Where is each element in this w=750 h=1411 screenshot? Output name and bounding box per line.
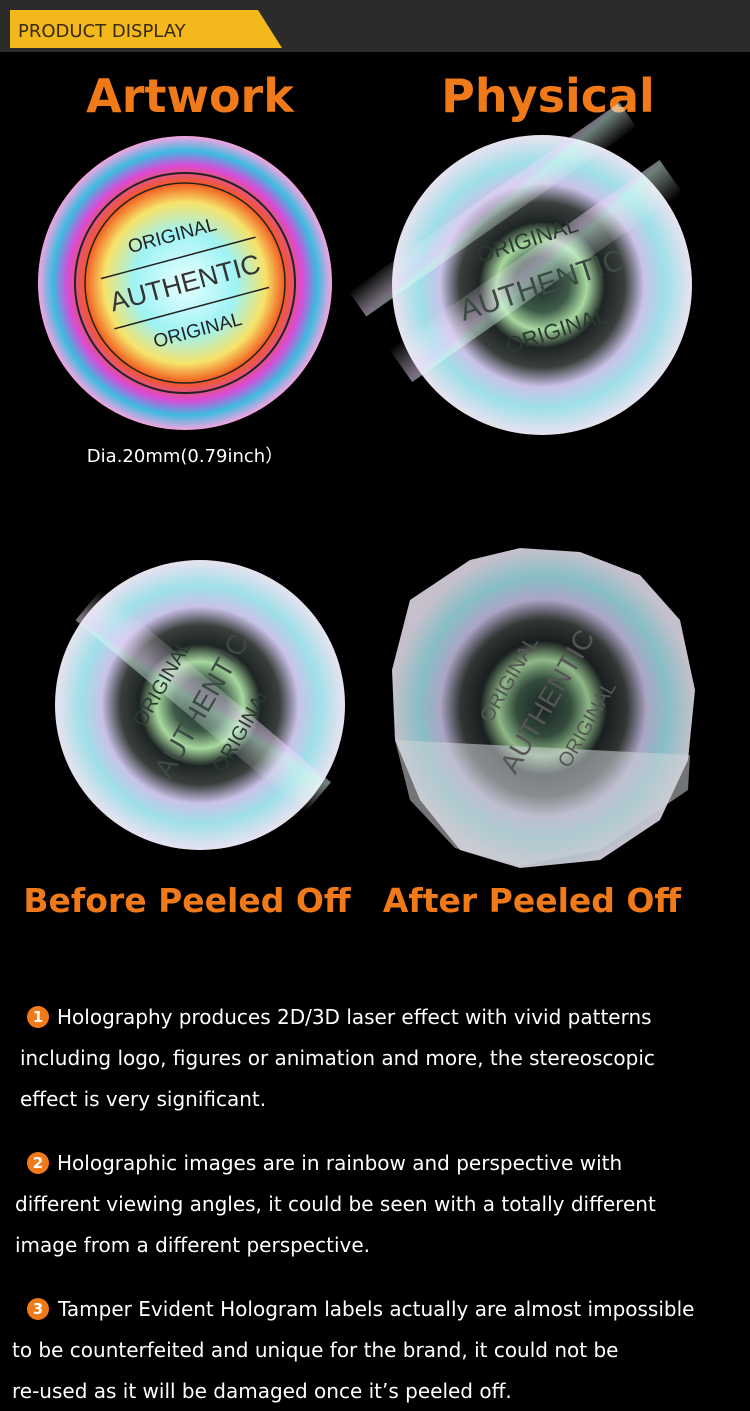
header-banner xyxy=(10,10,282,48)
paragraph-line: to be counterfeited and unique for the b… xyxy=(12,1338,618,1362)
paragraph-line: re-used as it will be damaged once it’s … xyxy=(12,1379,512,1403)
size-note: Dia.20mm(0.79inch） xyxy=(87,446,283,467)
paragraph-line: including logo, figures or animation and… xyxy=(20,1046,655,1070)
number: 1 xyxy=(33,1008,43,1026)
after-title: After Peeled Off xyxy=(383,881,683,920)
before-sticker: ORIGINAL AUTHENTIC ORIGINAL xyxy=(55,560,345,850)
paragraph-line: Holographic images are in rainbow and pe… xyxy=(57,1151,622,1175)
artwork-title: Artwork xyxy=(86,69,295,123)
number-badge xyxy=(27,1152,49,1174)
number-badge xyxy=(27,1006,49,1028)
number-badge xyxy=(27,1298,49,1320)
paragraph-line: Holography produces 2D/3D laser effect w… xyxy=(57,1005,652,1029)
paragraph-line: effect is very significant. xyxy=(20,1087,266,1111)
number: 2 xyxy=(33,1154,43,1172)
header-title: PRODUCT DISPLAY xyxy=(18,21,187,42)
paragraph-line: Tamper Evident Hologram labels actually … xyxy=(57,1297,694,1321)
after-sticker: ORIGINAL AUTHENTIC ORIGINAL xyxy=(392,548,695,868)
artwork-sticker: ORIGINAL AUTHENTIC ORIGINAL xyxy=(38,136,332,430)
paragraph-line: different viewing angles, it could be se… xyxy=(15,1192,656,1216)
physical-sticker: ORIGINAL AUTHENTIC ORIGINAL xyxy=(349,102,692,435)
paragraph-line: image from a different perspective. xyxy=(15,1233,370,1257)
paragraphs: 1 Holography produces 2D/3D laser effect … xyxy=(12,1005,694,1403)
number: 3 xyxy=(33,1300,43,1318)
before-title: Before Peeled Off xyxy=(23,881,352,920)
